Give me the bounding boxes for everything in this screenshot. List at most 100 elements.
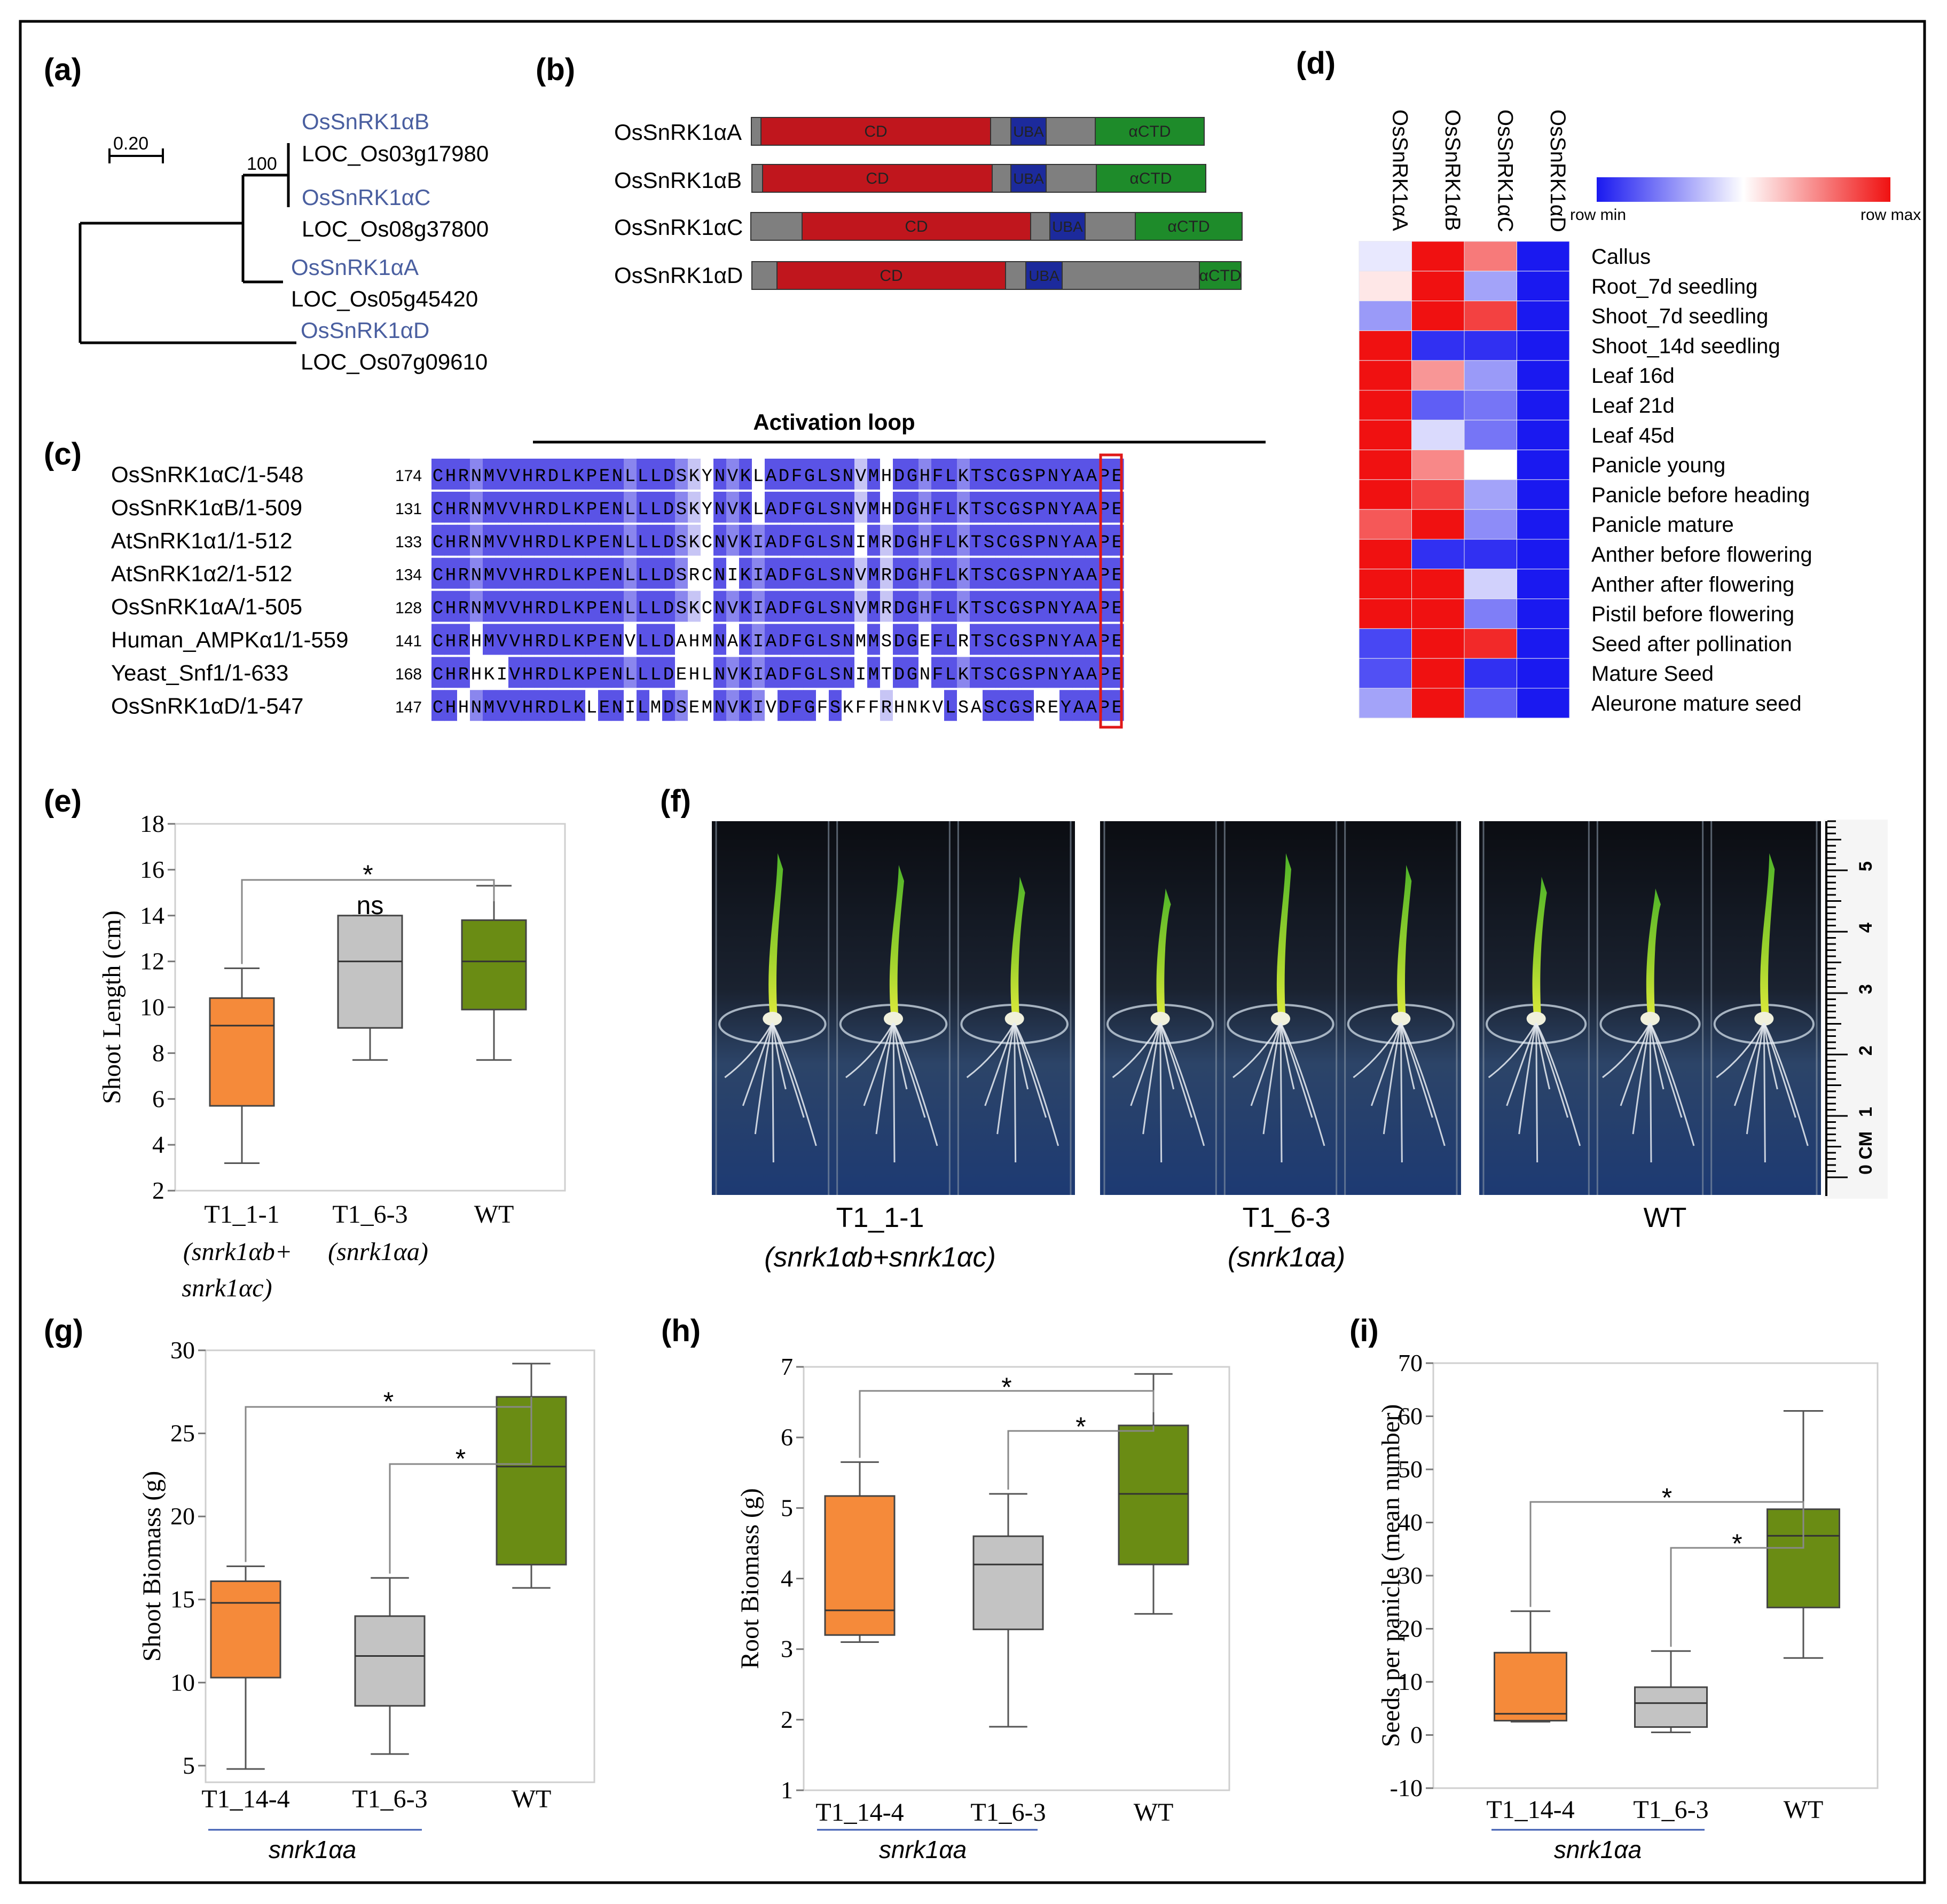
alignment-residue: T [971, 467, 982, 487]
alignment-cell [1047, 524, 1060, 556]
domain-actd: αCTD [1129, 123, 1171, 140]
alignment-cell [1008, 524, 1022, 556]
alignment-residue: E [920, 632, 930, 652]
alignment-residue: K [574, 632, 585, 652]
heatmap-row-label: Seed after pollination [1591, 632, 1792, 656]
alignment-cell [944, 557, 957, 589]
alignment-cell [842, 624, 855, 655]
panel-a-label: (a) [44, 52, 82, 87]
protein-name: OsSnRK1αB [614, 168, 742, 193]
alignment-residue: K [574, 533, 585, 553]
alignment-cell [867, 524, 881, 556]
alignment-cell [867, 459, 881, 490]
seedling-root [1159, 1022, 1205, 1146]
alignment-cell [547, 491, 560, 523]
alignment-residue: M [868, 632, 879, 652]
alignment-cell [944, 459, 957, 490]
alignment-residue: L [817, 599, 828, 619]
alignment-residue: P [586, 533, 597, 553]
alignment-cell [803, 491, 817, 523]
alignment-cell [829, 690, 842, 721]
y-tick-label: 10 [170, 1669, 195, 1696]
alignment-residue: D [663, 467, 674, 487]
y-tick-label: 40 [1398, 1509, 1423, 1536]
alignment-residue: A [766, 665, 777, 685]
alignment-cell [431, 524, 445, 556]
seedling-root [1716, 1022, 1765, 1079]
alignment-cell [790, 491, 804, 523]
significance-bracket [1007, 1425, 1155, 1490]
alignment-residue: G [804, 467, 815, 487]
panel-d: (d) OsSnRK1αA OsSnRK1αB OsSnRK1αC OsSnRK1αD… [1296, 46, 1921, 719]
alignment-cell [918, 524, 932, 556]
alignment-residue: H [920, 599, 930, 619]
alignment-cell [637, 459, 650, 490]
heatmap-cell [1464, 420, 1517, 451]
x-category-label: T1_14-4 [201, 1785, 289, 1813]
chart-seeds-per-panicle: -10 0 10 20 30 40 50 60 70 Seeds per panicle (mea… [1377, 1349, 1879, 1824]
seedling-root [1649, 1022, 1695, 1146]
alignment-cell [508, 624, 522, 655]
heatmap-cell [1517, 390, 1570, 421]
alignment-cell [496, 557, 509, 589]
alignment-residue: C [996, 533, 1007, 553]
alignment-residue: K [740, 665, 751, 685]
alignment-cell [842, 491, 855, 523]
alignment-residue: V [497, 533, 508, 553]
alignment-residue: A [1086, 665, 1097, 685]
alignment-cell [457, 491, 470, 523]
alignment-residue: N [843, 665, 853, 685]
alignment-cell [431, 491, 445, 523]
alignment-cell [918, 690, 932, 721]
alignment-residue: D [779, 632, 789, 652]
alignment-residue: E [1112, 500, 1122, 520]
x-category-label: WT [512, 1785, 552, 1813]
alignment-residue: H [471, 632, 482, 652]
alignment-cell [726, 524, 740, 556]
alignment-cell [1047, 624, 1060, 655]
alignment-residue: V [497, 698, 508, 718]
alignment-cell [918, 624, 932, 655]
alignment-residue: Y [1061, 698, 1071, 718]
alignment-residue: D [548, 467, 559, 487]
alignment-cell [1085, 491, 1098, 523]
alignment-residue: E [1112, 467, 1122, 487]
alignment-residue: A [766, 566, 777, 586]
alignment-cell [624, 657, 637, 688]
alignment-residue: N [715, 698, 725, 718]
alignment-residue: L [638, 566, 648, 586]
alignment-cell [752, 591, 765, 622]
alignment-cell [1008, 591, 1022, 622]
alignment-residue: D [894, 566, 905, 586]
alignment-residue: S [676, 599, 687, 619]
heatmap-cell [1517, 658, 1570, 689]
seedling-shoot [768, 853, 783, 1013]
tree-branches [78, 143, 296, 344]
alignment-residue: T [971, 599, 982, 619]
alignment-cell [611, 491, 624, 523]
alignment-residue: G [804, 698, 815, 718]
alignment-residue: F [791, 698, 802, 718]
y-tick-label: 10 [1398, 1668, 1423, 1695]
alignment-residue: K [484, 665, 495, 685]
alignment-cell [854, 690, 868, 721]
alignment-cell [701, 491, 714, 523]
alignment-residue: L [650, 599, 661, 619]
alignment-residue: L [625, 599, 635, 619]
heatmap-cell [1517, 569, 1570, 600]
alignment-residue: S [958, 698, 969, 718]
alignment-cell [931, 657, 945, 688]
alignment-residue: N [471, 467, 482, 487]
alignment-cell [906, 624, 919, 655]
alignment-residue: R [689, 566, 700, 586]
alignment-cell [431, 591, 445, 622]
alignment-cell [1085, 591, 1098, 622]
alignment-cell [637, 524, 650, 556]
alignment-cell [572, 624, 586, 655]
alignment-residue: C [433, 665, 443, 685]
domain-cd: CD [880, 267, 902, 285]
alignment-start-pos: 134 [395, 567, 422, 584]
heatmap-cell [1359, 420, 1412, 451]
seed [1640, 1012, 1660, 1026]
